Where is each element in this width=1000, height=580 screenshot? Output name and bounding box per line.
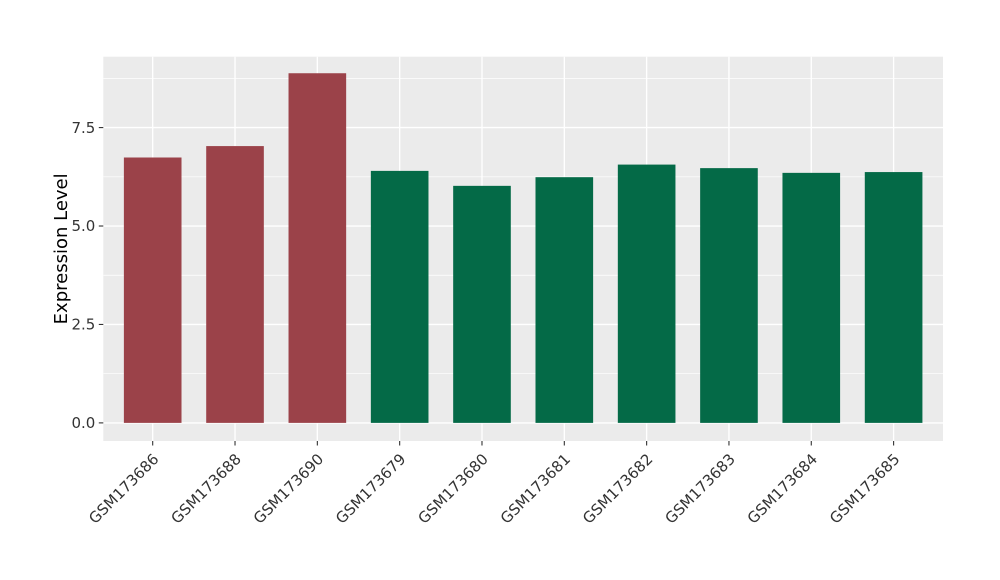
bar-GSM173686: [123, 157, 182, 423]
y-tick-label-7.5: 7.5: [71, 119, 95, 137]
y-tick-label-0.0: 0.0: [71, 414, 95, 432]
y-axis-title: Expression Level: [51, 173, 72, 324]
bar-GSM173685: [864, 172, 923, 423]
y-tick-label-2.5: 2.5: [71, 316, 95, 334]
bar-GSM173680: [453, 185, 511, 423]
bar-GSM173682: [617, 164, 676, 423]
bar-GSM173679: [370, 170, 429, 423]
bar-GSM173681: [535, 177, 594, 423]
bar-GSM173684: [782, 172, 841, 423]
bar-GSM173688: [206, 146, 264, 423]
bar-GSM173683: [700, 168, 758, 423]
y-tick-label-5.0: 5.0: [71, 217, 95, 235]
bar-GSM173690: [288, 73, 347, 423]
